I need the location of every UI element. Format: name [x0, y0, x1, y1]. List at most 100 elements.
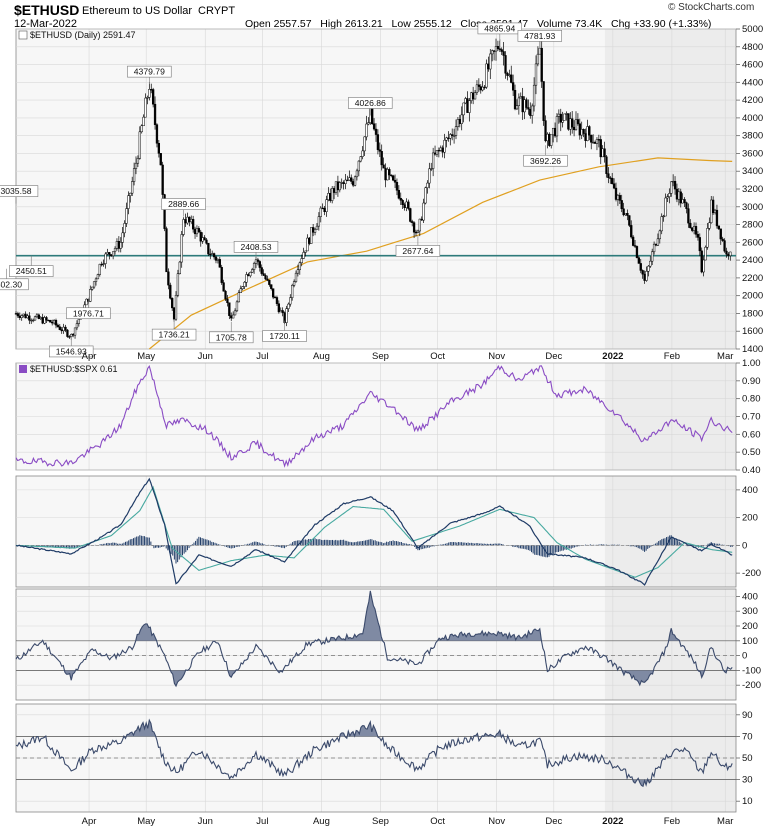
candle	[37, 314, 41, 319]
candle	[687, 208, 690, 224]
candle	[249, 272, 252, 277]
candle	[113, 248, 117, 252]
candle	[626, 213, 629, 216]
candle	[630, 225, 633, 238]
candle	[165, 228, 168, 273]
candle	[117, 241, 121, 249]
candle	[188, 216, 191, 223]
candle	[563, 113, 566, 121]
candle	[551, 127, 555, 136]
candle	[582, 129, 585, 134]
candle	[64, 326, 67, 331]
candle	[536, 53, 540, 65]
rsi-overbought-fill	[16, 720, 733, 737]
candle	[167, 271, 170, 286]
price-annotation: 3035.58	[0, 185, 39, 204]
candle	[159, 153, 162, 166]
candle	[534, 63, 538, 86]
y-tick-label: 300	[742, 606, 758, 617]
candle	[332, 188, 336, 193]
candle	[291, 285, 294, 298]
candle	[428, 168, 431, 184]
x-tick-label: Mar	[717, 351, 733, 362]
candle	[205, 239, 208, 244]
candle	[281, 310, 284, 313]
candle	[209, 253, 212, 256]
candle	[591, 141, 595, 144]
candle	[416, 230, 420, 233]
candle	[18, 315, 21, 318]
candle	[664, 197, 667, 217]
y-tick-label: 10	[742, 796, 753, 807]
candle	[186, 216, 189, 224]
candle	[580, 129, 583, 136]
candle	[106, 252, 109, 255]
candle	[138, 131, 141, 159]
candle	[251, 269, 254, 273]
svg-text:1546.93: 1546.93	[56, 347, 87, 357]
candle	[247, 274, 250, 277]
candle	[153, 103, 157, 125]
candle	[323, 207, 326, 212]
candle	[546, 133, 549, 142]
candle	[68, 336, 71, 338]
candle	[60, 329, 63, 332]
candle	[412, 222, 416, 233]
candle	[527, 107, 530, 110]
y-tick-label: 3200	[742, 184, 763, 195]
candle	[26, 315, 29, 319]
svg-text:2677.64: 2677.64	[402, 246, 433, 256]
candle	[447, 137, 450, 139]
candle	[500, 49, 503, 52]
candle	[336, 181, 340, 191]
candle	[31, 319, 35, 322]
candle	[451, 134, 454, 136]
candle	[75, 323, 79, 329]
candle	[445, 137, 448, 141]
candle	[325, 199, 328, 212]
price-annotation: 4379.79	[127, 65, 172, 85]
candle	[426, 182, 429, 189]
svg-text:2450.51: 2450.51	[16, 266, 47, 276]
y-tick-label: -200	[742, 680, 761, 691]
x-tick-label: Aug	[313, 816, 330, 827]
candle	[702, 259, 705, 273]
candle	[519, 96, 522, 99]
candle	[287, 303, 290, 309]
y-tick-label: 0.70	[742, 412, 761, 423]
x-tick-label: Oct	[430, 816, 445, 827]
y-tick-label: 4400	[742, 77, 763, 88]
candle	[435, 150, 439, 155]
candle	[258, 261, 261, 268]
cci-overbought-fill	[16, 590, 733, 641]
price-annotation: 3692.26	[523, 145, 568, 167]
y-tick-label: 3600	[742, 148, 763, 159]
candle	[511, 82, 515, 91]
candle	[172, 307, 176, 320]
candle	[523, 99, 526, 113]
panel-3-frame	[15, 475, 737, 588]
x-tick-label: Feb	[664, 816, 680, 827]
candle	[710, 199, 713, 224]
candle	[584, 133, 587, 141]
ratio-line	[15, 364, 733, 468]
candle	[460, 114, 463, 124]
credit: © StockCharts.com	[668, 2, 755, 13]
candle	[203, 237, 206, 241]
instrument-name: Ethereum to US Dollar	[82, 5, 193, 17]
candle	[700, 250, 703, 273]
candle	[489, 53, 492, 70]
candle	[668, 193, 671, 197]
candle	[609, 177, 612, 179]
y-tick-label: 100	[742, 636, 758, 647]
candle	[470, 92, 473, 101]
svg-text:3692.26: 3692.26	[530, 156, 561, 166]
y-tick-label: 200	[742, 513, 758, 524]
candle	[218, 259, 221, 268]
candle	[184, 219, 187, 224]
candle	[49, 319, 52, 323]
candle	[237, 292, 241, 303]
candle	[723, 240, 726, 252]
y-tick-label: 0	[742, 651, 747, 662]
price-annotation: 2302.30	[0, 268, 29, 291]
